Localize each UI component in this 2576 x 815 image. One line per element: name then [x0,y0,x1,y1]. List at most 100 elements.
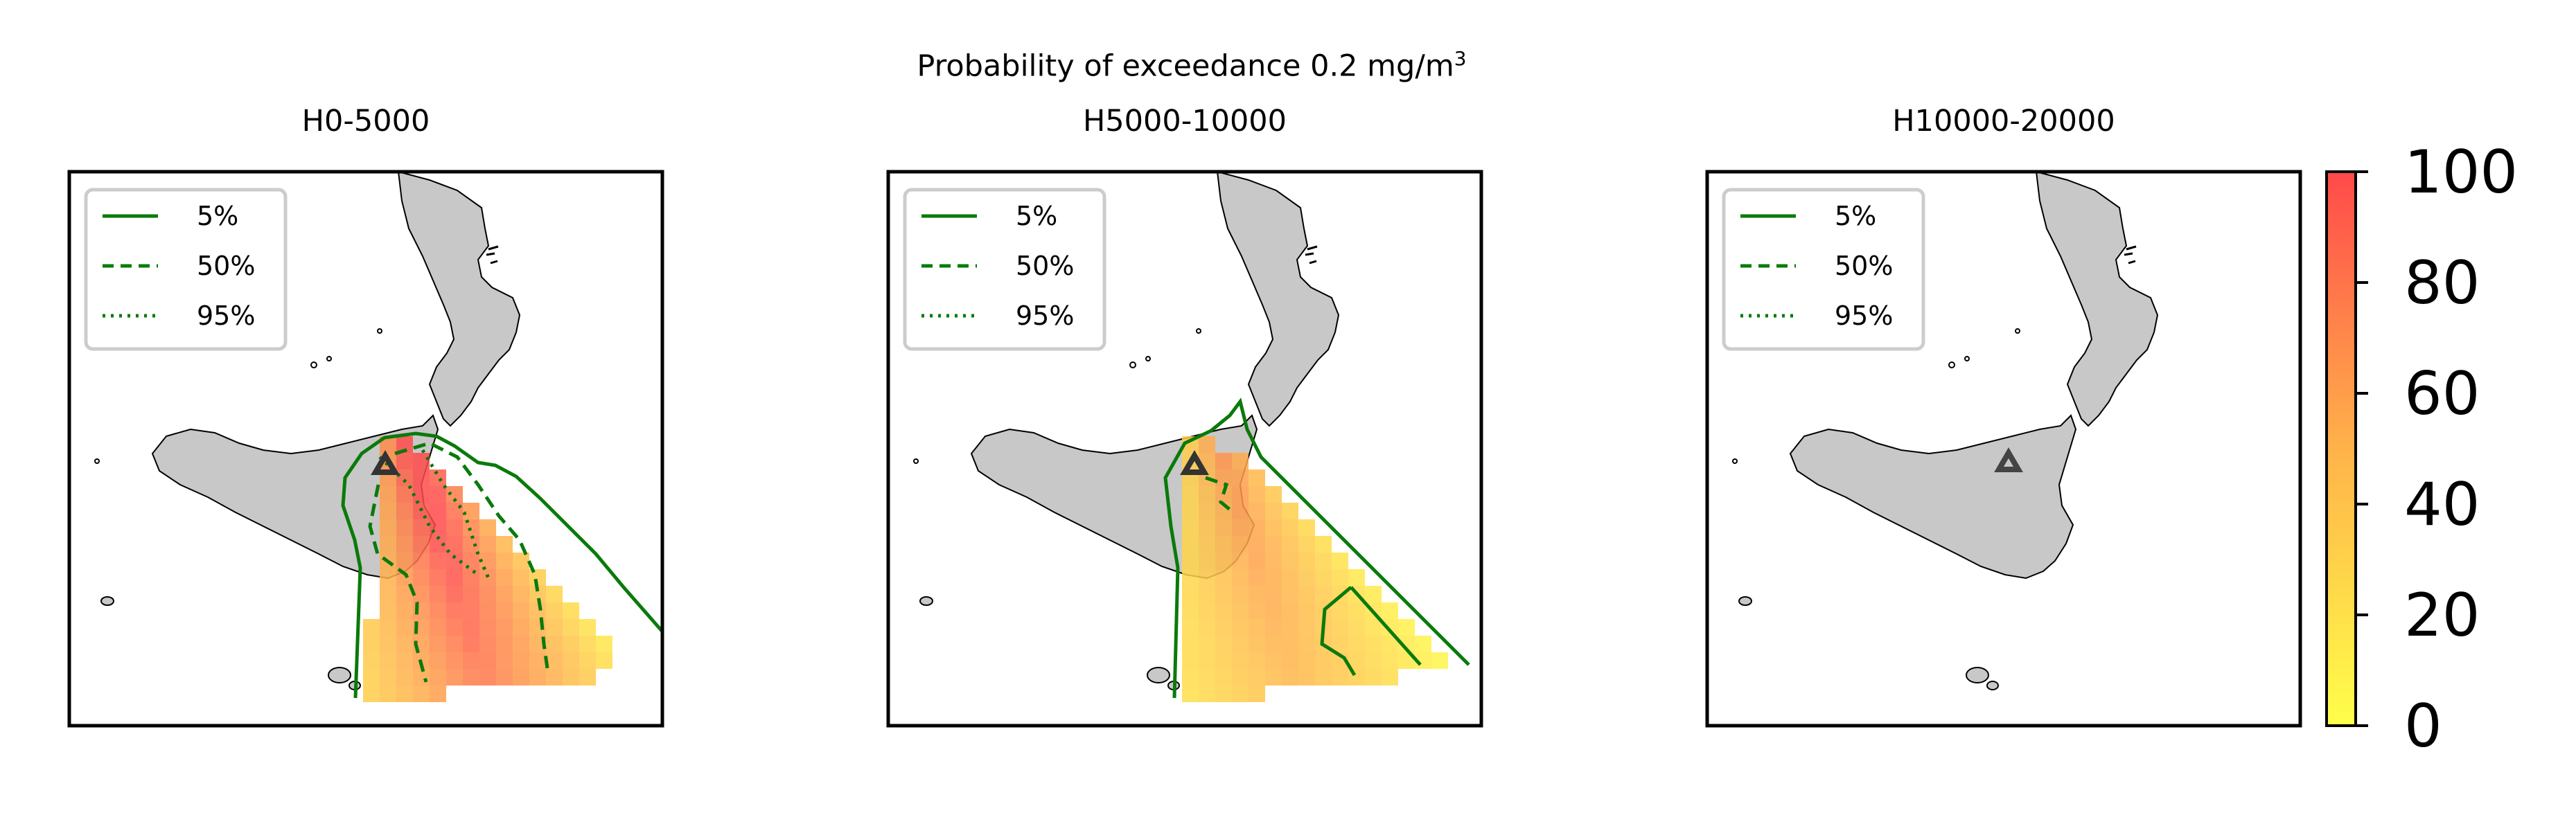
map-frame-2 [886,170,1483,728]
probability-cell [1215,553,1232,569]
probability-cell [513,602,529,619]
probability-cell [463,553,479,569]
probability-cell [1199,619,1215,636]
probability-cell [496,602,513,619]
probability-cell [446,569,463,586]
probability-cell [363,636,380,652]
probability-cell [1215,569,1232,586]
probability-cell [1182,486,1199,503]
probability-cell [430,486,446,503]
probability-cell [463,519,479,536]
probability-cell [1265,536,1282,553]
probability-cell [1265,486,1282,503]
probability-cell [446,652,463,669]
probability-cell [563,602,579,619]
probability-cell [1199,436,1215,453]
probability-cell [1249,503,1265,519]
colorbar-tick-label: 60 [2404,359,2480,429]
probability-cell [380,619,396,636]
probability-cell [1265,586,1282,602]
probability-cell [1232,652,1249,669]
probability-cell [513,636,529,652]
probability-cell [1199,586,1215,602]
probability-cell [1249,669,1265,686]
probability-cell [1315,652,1332,669]
land-calabria [1216,172,1340,427]
probability-cell [380,519,396,536]
probability-cell [479,586,496,602]
probability-cell [1249,652,1265,669]
probability-cell [1182,536,1199,553]
probability-cell [1249,536,1265,553]
legend-label-95pct: 95% [1835,301,1893,331]
probability-cell [413,453,430,469]
probability-cell [396,652,413,669]
probability-cell [479,536,496,553]
probability-cell [413,469,430,486]
probability-cell [463,536,479,553]
probability-cell [1249,486,1265,503]
probability-cell [1332,619,1348,636]
probability-cell [1249,469,1265,486]
probability-cell [380,569,396,586]
probability-cell [1348,569,1365,586]
probability-cell [496,669,513,686]
probability-cell [496,619,513,636]
probability-cell [1398,619,1415,636]
probability-cell [596,652,612,669]
land-islets [1732,245,2137,690]
land-calabria [2035,172,2159,427]
map-panel-2 [913,172,1470,702]
probability-cell [413,553,430,569]
probability-cell [1298,602,1315,619]
probability-cell [479,569,496,586]
probability-cell [430,553,446,569]
probability-cell [463,586,479,602]
probability-cell [1215,686,1232,702]
probability-cell [1298,652,1315,669]
probability-cell [1249,619,1265,636]
probability-cell [1282,553,1298,569]
colorbar-tick-label: 20 [2404,581,2480,650]
colorbar-tick-label: 0 [2404,692,2442,761]
colorbar-tick-label: 80 [2404,249,2480,318]
probability-cell [1199,669,1215,686]
probability-cell [1265,669,1282,686]
probability-cell [396,602,413,619]
probability-cell [1199,602,1215,619]
colorbar-tick-label: 100 [2404,138,2518,207]
probability-cell [1232,619,1249,636]
probability-cell [1332,569,1348,586]
probability-cell [380,669,396,686]
probability-cell [1382,652,1398,669]
panel-title-2: H5000-10000 [1082,104,1287,138]
probability-cell [1431,652,1448,669]
map-frame-1 [67,170,664,728]
probability-cell [380,636,396,652]
probability-cell [1282,619,1298,636]
legend-label-50pct: 50% [1835,251,1893,281]
probability-cell [1232,469,1249,486]
probability-cell [380,586,396,602]
probability-cell [1282,669,1298,686]
probability-cell [1232,519,1249,536]
probability-cell [430,602,446,619]
probability-cell [1215,469,1232,486]
probability-cell [1215,636,1232,652]
probability-cell [396,669,413,686]
probability-cell [529,652,546,669]
probability-cell [463,619,479,636]
probability-cell [1232,569,1249,586]
probability-cell [1182,519,1199,536]
probability-cell [1199,503,1215,519]
probability-cell [1199,636,1215,652]
probability-cell [396,486,413,503]
probability-cell [413,669,430,686]
probability-cell [430,503,446,519]
probability-cell [430,569,446,586]
probability-cell [1315,586,1332,602]
probability-cell [413,536,430,553]
probability-cell [380,503,396,519]
probability-cell [1265,553,1282,569]
probability-cell [1315,669,1332,686]
